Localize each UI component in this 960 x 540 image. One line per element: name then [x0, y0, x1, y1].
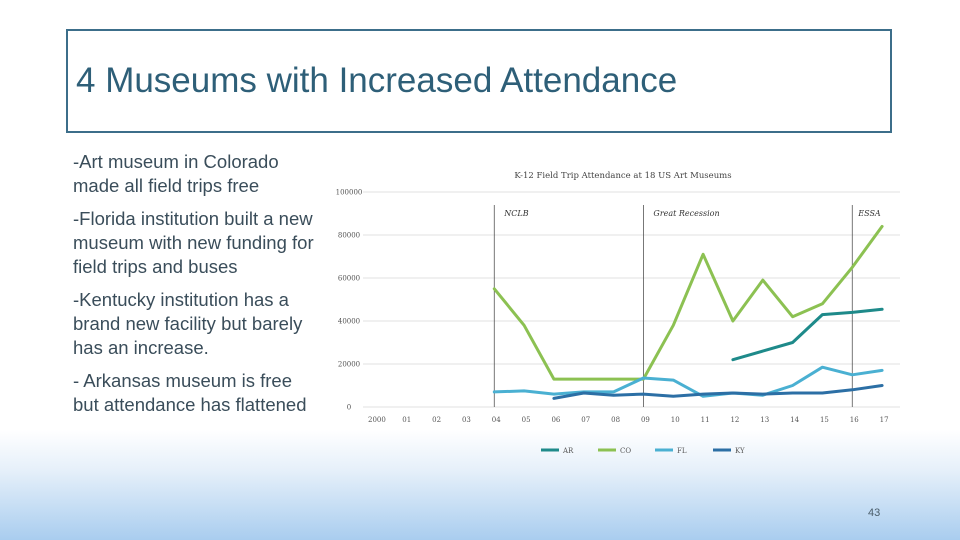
bullet-arkansas: - Arkansas museum is free but attendance…	[73, 370, 307, 415]
title-box: 4 Museums with Increased Attendance	[66, 29, 892, 133]
legend-label-ky: KY	[735, 447, 745, 455]
x-tick-label: 2000	[368, 416, 386, 424]
series-line-ky	[552, 384, 884, 400]
y-tick-label: 80000	[338, 232, 360, 240]
chart-title: K-12 Field Trip Attendance at 18 US Art …	[514, 171, 731, 181]
x-tick-label: 15	[820, 416, 829, 424]
y-tick-label: 100000	[336, 189, 363, 197]
annotation-label: Great Recession	[653, 209, 719, 218]
y-tick-label: 60000	[338, 275, 360, 283]
series-line-fl	[492, 365, 884, 398]
bullet-florida: -Florida institution built a new museum …	[73, 208, 314, 277]
y-tick-label: 0	[347, 404, 351, 412]
legend-label-fl: FL	[677, 447, 687, 455]
x-tick-label: 06	[551, 416, 560, 424]
x-tick-label: 01	[402, 416, 411, 424]
x-tick-label: 05	[522, 416, 531, 424]
slide-number: 43	[868, 507, 881, 519]
x-tick-label: 11	[701, 416, 710, 424]
y-tick-label: 40000	[338, 318, 360, 326]
chart-grid	[363, 191, 900, 408]
series-line-co	[492, 224, 884, 381]
series-line-ar	[731, 307, 884, 362]
legend-label-ar: AR	[562, 447, 574, 455]
bullet-list: -Art museum in Colorado made all field t…	[73, 150, 318, 426]
slide-title: 4 Museums with Increased Attendance	[76, 61, 678, 100]
x-tick-label: 12	[730, 416, 739, 424]
x-tick-label: 16	[850, 416, 859, 424]
chart-series	[492, 224, 884, 400]
legend-label-co: CO	[620, 447, 631, 455]
bullet-colorado: -Art museum in Colorado made all field t…	[73, 151, 279, 196]
x-tick-label: 13	[760, 416, 769, 424]
x-tick-label: 07	[581, 416, 590, 424]
x-tick-label: 08	[611, 416, 620, 424]
x-tick-label: 14	[790, 416, 799, 424]
x-tick-label: 10	[671, 416, 680, 424]
annotation-label: ESSA	[857, 209, 881, 218]
x-tick-label: 09	[641, 416, 650, 424]
chart-legend: AR CO FL KY	[541, 447, 745, 455]
annotation-label: NCLB	[503, 209, 528, 218]
bullet-kentucky: -Kentucky institution has a brand new fa…	[73, 289, 303, 358]
x-tick-label: 17	[880, 416, 889, 424]
x-tick-label: 02	[432, 416, 441, 424]
x-tick-label: 04	[492, 416, 501, 424]
x-tick-label: 03	[462, 416, 471, 424]
chart-axes: 0 20000 40000 60000 80000 100000 2000 01 02 03 04 0…	[336, 189, 889, 425]
y-tick-label: 20000	[338, 361, 360, 369]
